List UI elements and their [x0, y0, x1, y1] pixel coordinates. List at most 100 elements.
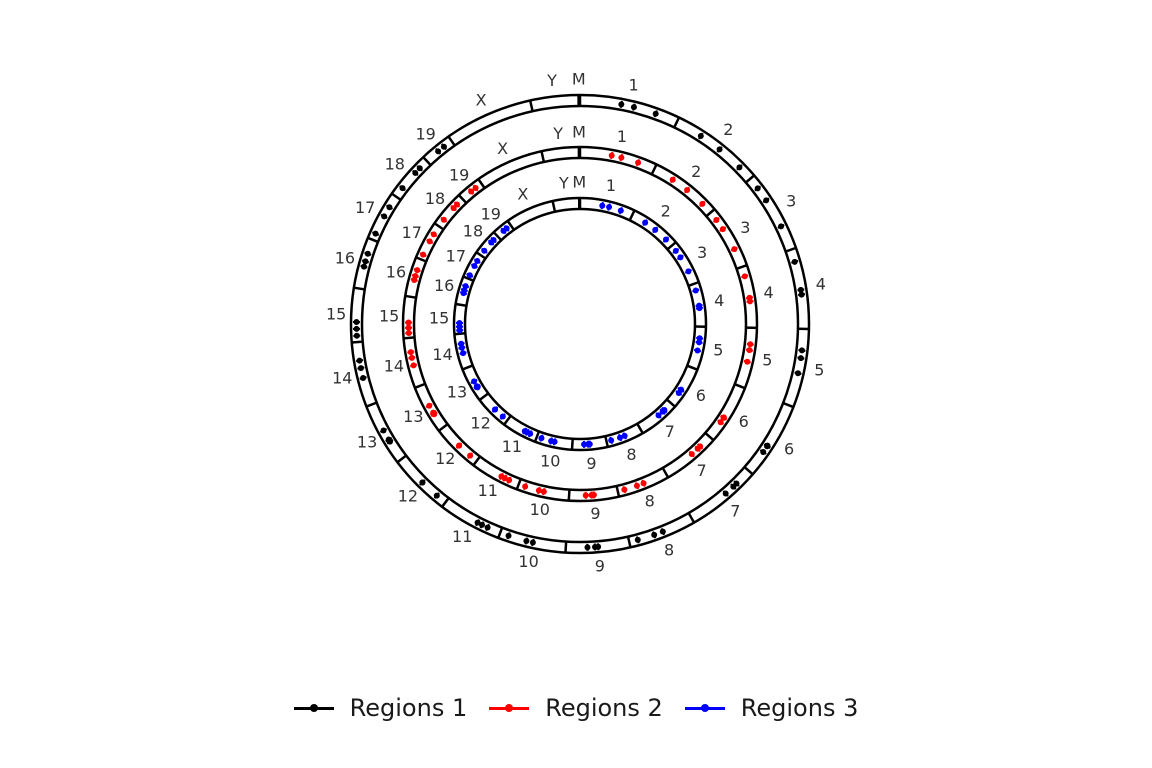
- region-point: [548, 437, 555, 444]
- region-point: [473, 383, 480, 390]
- chromosome-boundary: [666, 241, 677, 251]
- chromosome-boundary: [457, 194, 468, 204]
- chromosome-label: 16: [335, 248, 355, 267]
- region-point: [492, 406, 499, 413]
- region-point: [791, 258, 798, 265]
- chromosome-label: 14: [384, 356, 404, 375]
- region-point: [356, 357, 363, 364]
- region-point: [582, 492, 589, 499]
- chromosome-boundary: [687, 512, 696, 524]
- region-point: [405, 324, 412, 331]
- chromosome-boundary: [472, 455, 482, 467]
- region-point: [652, 226, 659, 233]
- chromosome-label: 5: [762, 350, 772, 369]
- region-point: [505, 532, 512, 539]
- chromosome-boundary: [422, 156, 432, 166]
- region-point: [454, 201, 461, 208]
- region-point: [360, 374, 367, 381]
- chromosome-label: 10: [540, 451, 560, 470]
- region-point: [617, 207, 624, 214]
- chromosome-boundary: [367, 236, 379, 244]
- legend: Regions 1 Regions 2 Regions 3: [0, 694, 1152, 722]
- region-point: [797, 286, 804, 293]
- chromosome-boundary: [785, 246, 797, 253]
- chromosome-label: 7: [697, 461, 707, 480]
- region-point: [372, 230, 379, 237]
- region-point: [407, 349, 414, 356]
- chromosome-label: 11: [452, 527, 472, 546]
- region-point: [716, 146, 723, 153]
- chromosome-label: 8: [664, 541, 674, 560]
- chromosome-boundary: [506, 220, 515, 231]
- region-point: [713, 216, 720, 223]
- region-point: [744, 358, 751, 365]
- chromosome-label: Y: [558, 173, 569, 192]
- region-point: [633, 482, 640, 489]
- chromosome-boundary: [433, 222, 445, 231]
- region-point: [529, 539, 536, 546]
- region-point: [474, 519, 481, 526]
- legend-label: Regions 3: [740, 694, 859, 722]
- region-point: [481, 247, 488, 254]
- region-point: [688, 451, 695, 458]
- legend-label: Regions 2: [545, 694, 663, 722]
- region-point: [474, 258, 481, 265]
- region-point: [380, 427, 387, 434]
- chromosome-boundary: [497, 527, 504, 539]
- chromosome-boundary: [441, 497, 450, 508]
- chromosome-label: 1: [606, 176, 616, 195]
- region-point: [640, 480, 647, 487]
- chromosome-boundary: [454, 332, 466, 336]
- region-point: [426, 238, 433, 245]
- chromosome-boundary: [686, 364, 698, 371]
- ring-inner-circle: [360, 104, 800, 544]
- chromosome-boundary: [567, 489, 571, 501]
- region-point: [618, 101, 625, 108]
- chromosome-label: 9: [586, 454, 596, 473]
- region-point: [599, 202, 606, 209]
- chromosome-label: 14: [432, 345, 452, 364]
- chromosome-label: 3: [740, 218, 750, 237]
- region-point: [720, 414, 727, 421]
- region-point: [669, 176, 676, 183]
- region-point: [360, 263, 367, 270]
- region-point: [362, 258, 369, 265]
- chromosome-label: 17: [355, 198, 375, 217]
- region-point: [535, 487, 542, 494]
- chromosome-label: 2: [723, 120, 733, 139]
- region-point: [677, 254, 684, 261]
- region-point: [471, 378, 478, 385]
- chromosome-boundary: [665, 398, 676, 408]
- region-point: [678, 386, 685, 393]
- chromosome-boundary: [492, 231, 503, 242]
- chromosome-label: 13: [403, 407, 423, 426]
- chromosome-boundary: [661, 467, 670, 479]
- chromosome-label: M: [572, 173, 586, 192]
- region-point: [420, 251, 427, 258]
- region-point: [435, 148, 442, 155]
- region-point: [412, 169, 419, 176]
- region-point: [523, 537, 530, 544]
- chromosome-label: 12: [470, 413, 490, 432]
- chromosome-boundary: [455, 302, 467, 307]
- region-point: [524, 429, 531, 436]
- chromosome-label: 11: [478, 481, 498, 500]
- chromosome-boundary: [650, 163, 658, 175]
- legend-item-regions-2: Regions 2: [489, 694, 663, 722]
- region-point: [606, 204, 613, 211]
- region-point: [381, 213, 388, 220]
- region-point: [684, 187, 691, 194]
- region-point: [621, 486, 628, 493]
- chromosome-label: 4: [763, 283, 773, 302]
- chromosome-label: 12: [435, 449, 455, 468]
- region-point: [540, 488, 547, 495]
- region-point: [357, 365, 364, 372]
- region-point: [635, 159, 642, 166]
- ring-inner-circle: [463, 207, 697, 441]
- chromosome-label: 3: [786, 191, 796, 210]
- chromosome-label: 18: [385, 155, 405, 174]
- legend-item-regions-1: Regions 1: [293, 694, 467, 722]
- legend-key-icon: [293, 698, 334, 718]
- chromosome-boundary: [477, 178, 486, 189]
- region-point: [460, 290, 467, 297]
